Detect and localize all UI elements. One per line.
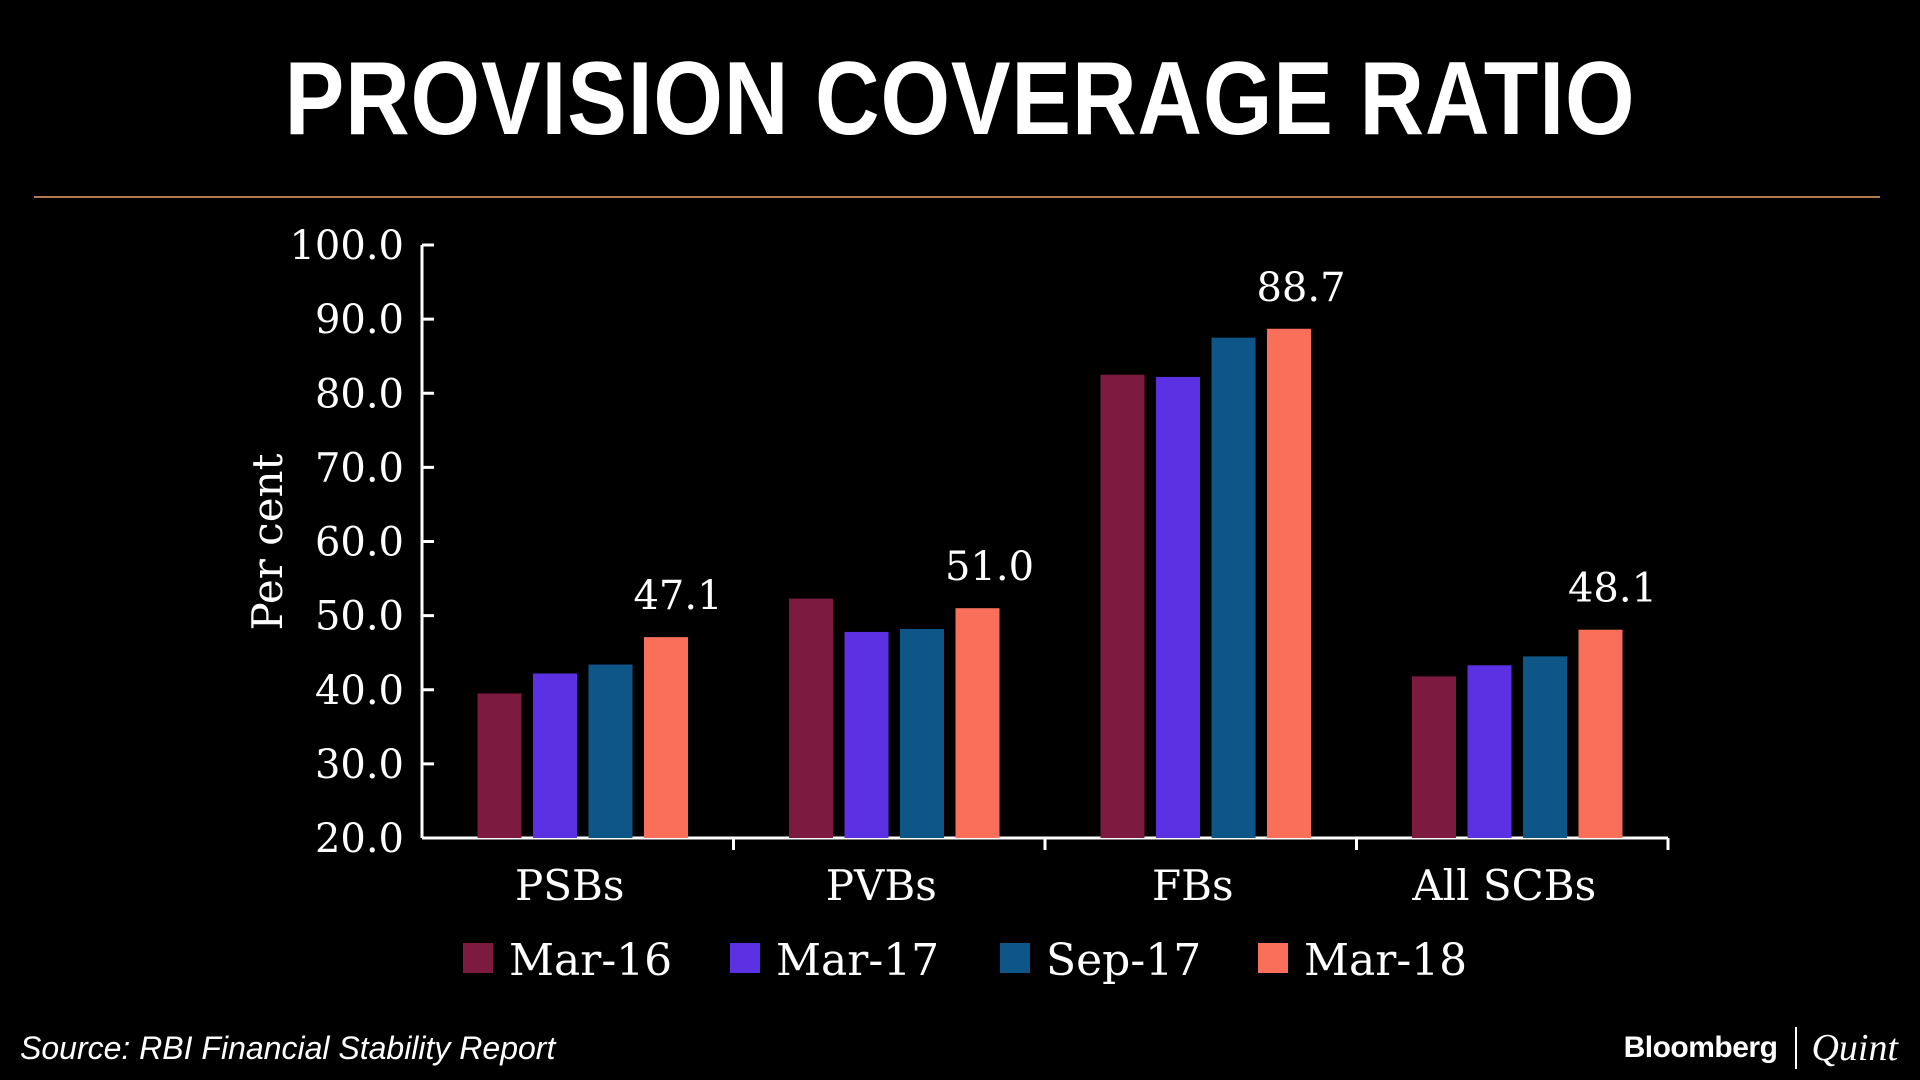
bar-sep-17-psbs xyxy=(588,664,633,838)
bar-mar-16-fbs xyxy=(1100,374,1145,838)
data-label: 51.0 xyxy=(945,544,1034,590)
y-tick-label: 40.0 xyxy=(315,668,404,714)
legend-label-sep-17: Sep-17 xyxy=(1046,935,1201,986)
legend-swatch-mar-16 xyxy=(463,943,493,973)
bar-sep-17-all-scbs xyxy=(1523,656,1567,838)
legend-swatch-sep-17 xyxy=(1000,943,1030,973)
source-note: Source: RBI Financial Stability Report xyxy=(20,1030,556,1066)
y-axis-label: Per cent xyxy=(243,453,292,630)
legend-label-mar-18: Mar-18 xyxy=(1304,935,1467,986)
data-label: 47.1 xyxy=(633,573,722,619)
brand-separator xyxy=(1795,1027,1798,1069)
y-tick-label: 70.0 xyxy=(315,445,404,491)
bar-mar-17-fbs xyxy=(1156,376,1200,838)
data-label: 48.1 xyxy=(1568,566,1657,612)
y-tick-label: 60.0 xyxy=(315,520,404,566)
legend-label-mar-17: Mar-17 xyxy=(776,935,939,986)
x-tick-label: FBs xyxy=(1152,861,1234,910)
bar-mar-18-fbs xyxy=(1267,328,1311,838)
bar-mar-16-pvbs xyxy=(789,598,833,838)
data-label: 88.7 xyxy=(1256,265,1345,311)
chart-title: PROVISION COVERAGE RATIO xyxy=(284,41,1636,157)
brand-logo: Bloomberg Quint xyxy=(1624,1026,1898,1070)
bar-mar-18-pvbs xyxy=(955,608,1000,838)
brand-quint: Quint xyxy=(1811,1027,1898,1069)
title-divider xyxy=(34,196,1880,198)
bar-mar-17-psbs xyxy=(533,673,577,838)
x-tick-label: PSBs xyxy=(515,861,624,910)
y-tick-label: 80.0 xyxy=(315,371,404,417)
bar-sep-17-pvbs xyxy=(900,628,944,838)
x-tick-label: PVBs xyxy=(826,861,937,910)
y-tick-label: 20.0 xyxy=(315,816,404,862)
y-tick-label: 50.0 xyxy=(315,594,404,640)
legend-swatch-mar-18 xyxy=(1258,943,1288,973)
bar-mar-16-psbs xyxy=(477,693,522,838)
y-tick-label: 90.0 xyxy=(315,297,404,343)
bar-mar-17-all-scbs xyxy=(1467,665,1512,838)
y-tick-label: 30.0 xyxy=(315,742,404,788)
brand-bloomberg: Bloomberg xyxy=(1623,1031,1778,1064)
bar-sep-17-fbs xyxy=(1211,337,1256,838)
bar-mar-17-pvbs xyxy=(844,631,889,838)
x-tick-label: All SCBs xyxy=(1411,861,1596,910)
bar-mar-16-all-scbs xyxy=(1412,676,1456,838)
bar-chart: 100.0 90.0 80.0 70.0 60.0 50.0 40.0 30.0 20.0 Per… xyxy=(243,223,1670,986)
legend-label-mar-16: Mar-16 xyxy=(509,935,672,986)
y-tick-label: 100.0 xyxy=(289,223,404,269)
bar-mar-18-all-scbs xyxy=(1578,629,1623,838)
bar-mar-18-psbs xyxy=(644,637,688,838)
legend-swatch-mar-17 xyxy=(730,943,760,973)
